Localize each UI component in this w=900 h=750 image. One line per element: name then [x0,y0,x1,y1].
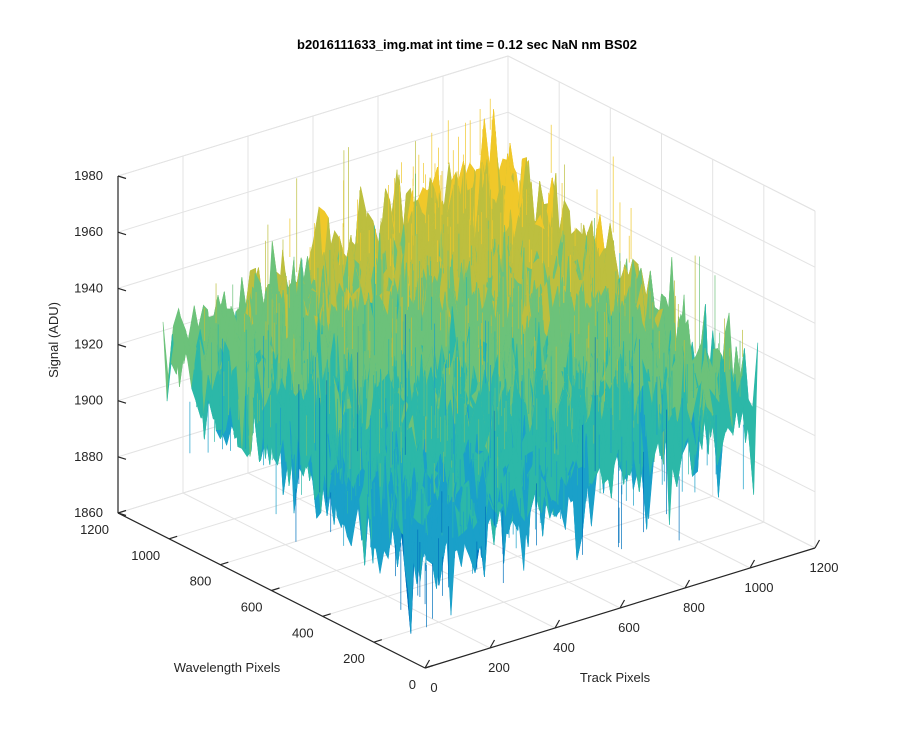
surface [162,98,759,634]
grid-line [507,111,816,268]
grid-line [117,167,509,289]
box-edge [507,55,816,212]
grid-line [117,111,509,233]
grid-line [373,521,764,643]
grid-line [507,167,816,324]
box-edge [117,55,509,177]
